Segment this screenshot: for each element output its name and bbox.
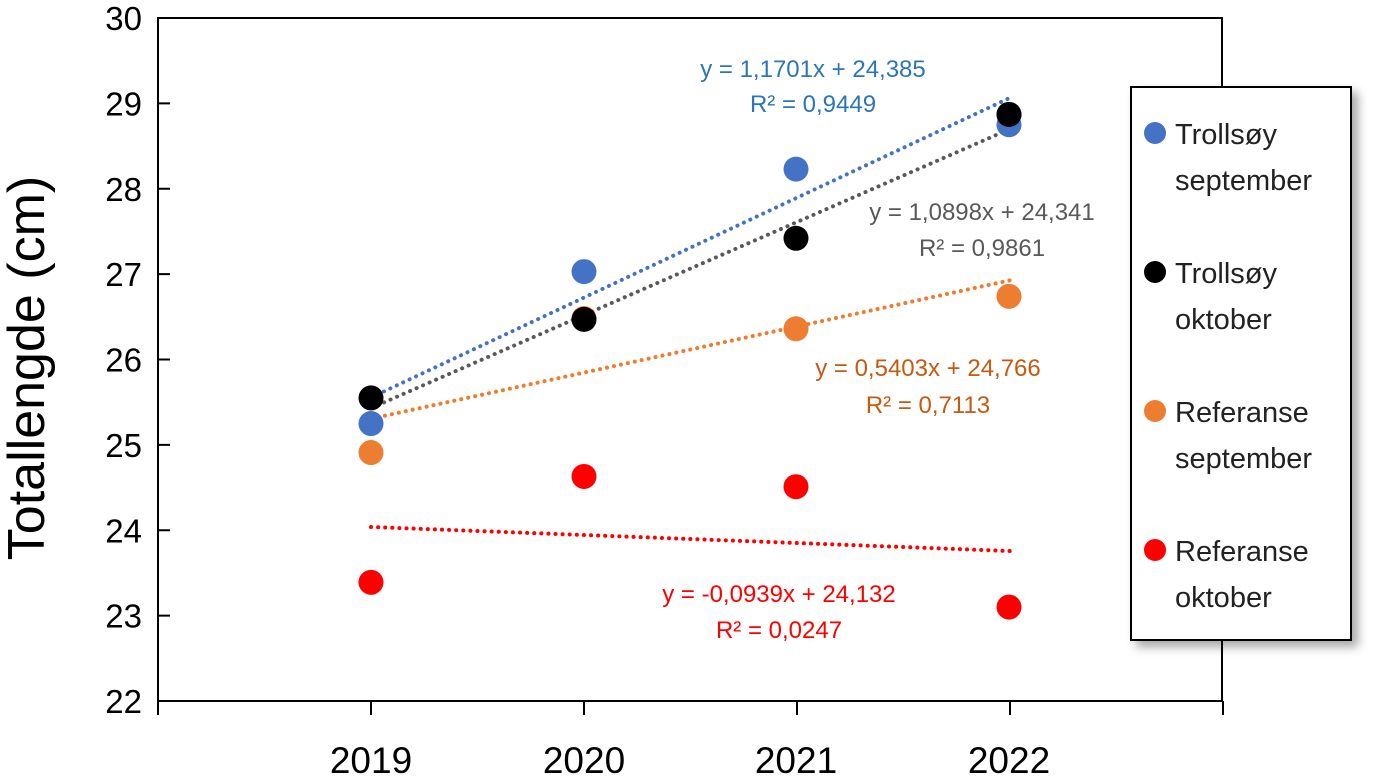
trendline <box>369 126 1012 411</box>
y-tick-label: 28 <box>105 171 142 208</box>
legend: Trollsøy september Trollsøy oktober Referans… <box>1130 86 1352 641</box>
legend-label: Referanse <box>1175 397 1309 429</box>
trendline-r2: R² = 0,9861 <box>919 235 1045 262</box>
data-point <box>996 101 1022 127</box>
data-point <box>358 569 384 595</box>
data-point <box>358 440 384 466</box>
legend-marker <box>1144 539 1166 561</box>
data-point <box>783 474 809 500</box>
trendline-r2: R² = 0,0247 <box>716 617 842 644</box>
data-point <box>571 463 597 489</box>
y-tick-label: 22 <box>105 683 142 720</box>
y-tick-label: 27 <box>105 256 142 293</box>
legend-label: oktober <box>1175 582 1272 614</box>
legend-label: Trollsøy <box>1175 258 1278 290</box>
x-tick-label: 2022 <box>968 740 1050 779</box>
data-point <box>783 156 809 182</box>
x-tick-label: 2021 <box>755 740 837 779</box>
trendline <box>369 95 1012 400</box>
x-tick-label: 2019 <box>330 740 412 779</box>
y-tick-label: 23 <box>105 598 142 635</box>
y-axis: 22 23 24 25 26 27 28 29 30 <box>105 0 170 720</box>
data-point <box>783 225 809 251</box>
legend-label: Trollsøy <box>1175 119 1278 151</box>
legend-marker <box>1144 122 1166 144</box>
legend-marker <box>1144 261 1166 283</box>
data-point <box>996 594 1022 620</box>
trendline-equation: y = 1,1701x + 24,385 <box>700 56 926 83</box>
trendline <box>369 524 1012 554</box>
trendline-equation: y = 0,5403x + 24,766 <box>815 355 1041 382</box>
y-tick-label: 25 <box>105 427 142 464</box>
data-point <box>571 259 597 285</box>
trendline-r2: R² = 0,9449 <box>750 91 876 118</box>
y-tick-label: 29 <box>105 85 142 122</box>
data-point <box>358 411 384 437</box>
data-points <box>358 101 1022 620</box>
trendline-equation: y = 1,0898x + 24,341 <box>869 199 1095 226</box>
data-point <box>996 283 1022 309</box>
trendlines <box>369 95 1012 554</box>
y-axis-label: Totallengde (cm) <box>0 176 56 560</box>
legend-label: oktober <box>1175 304 1272 336</box>
legend-label: september <box>1175 165 1312 197</box>
legend-label: september <box>1175 443 1312 475</box>
trendline-equation: y = -0,0939x + 24,132 <box>662 581 896 608</box>
data-point <box>358 385 384 411</box>
trendline <box>369 278 1012 421</box>
legend-box <box>1130 86 1352 641</box>
legend-label: Referanse <box>1175 536 1309 568</box>
y-tick-label: 30 <box>105 0 142 37</box>
trendline-equations: y = 1,1701x + 24,385 R² = 0,9449 y = 1,089… <box>662 56 1095 644</box>
x-tick-label: 2020 <box>543 740 625 779</box>
data-point <box>571 306 597 332</box>
x-axis: 2019 2020 2021 2022 <box>157 701 1224 779</box>
y-tick-label: 24 <box>105 512 142 549</box>
trendline-r2: R² = 0,7113 <box>866 392 990 419</box>
y-tick-label: 26 <box>105 342 142 379</box>
legend-marker <box>1144 400 1166 422</box>
data-point <box>783 316 809 342</box>
